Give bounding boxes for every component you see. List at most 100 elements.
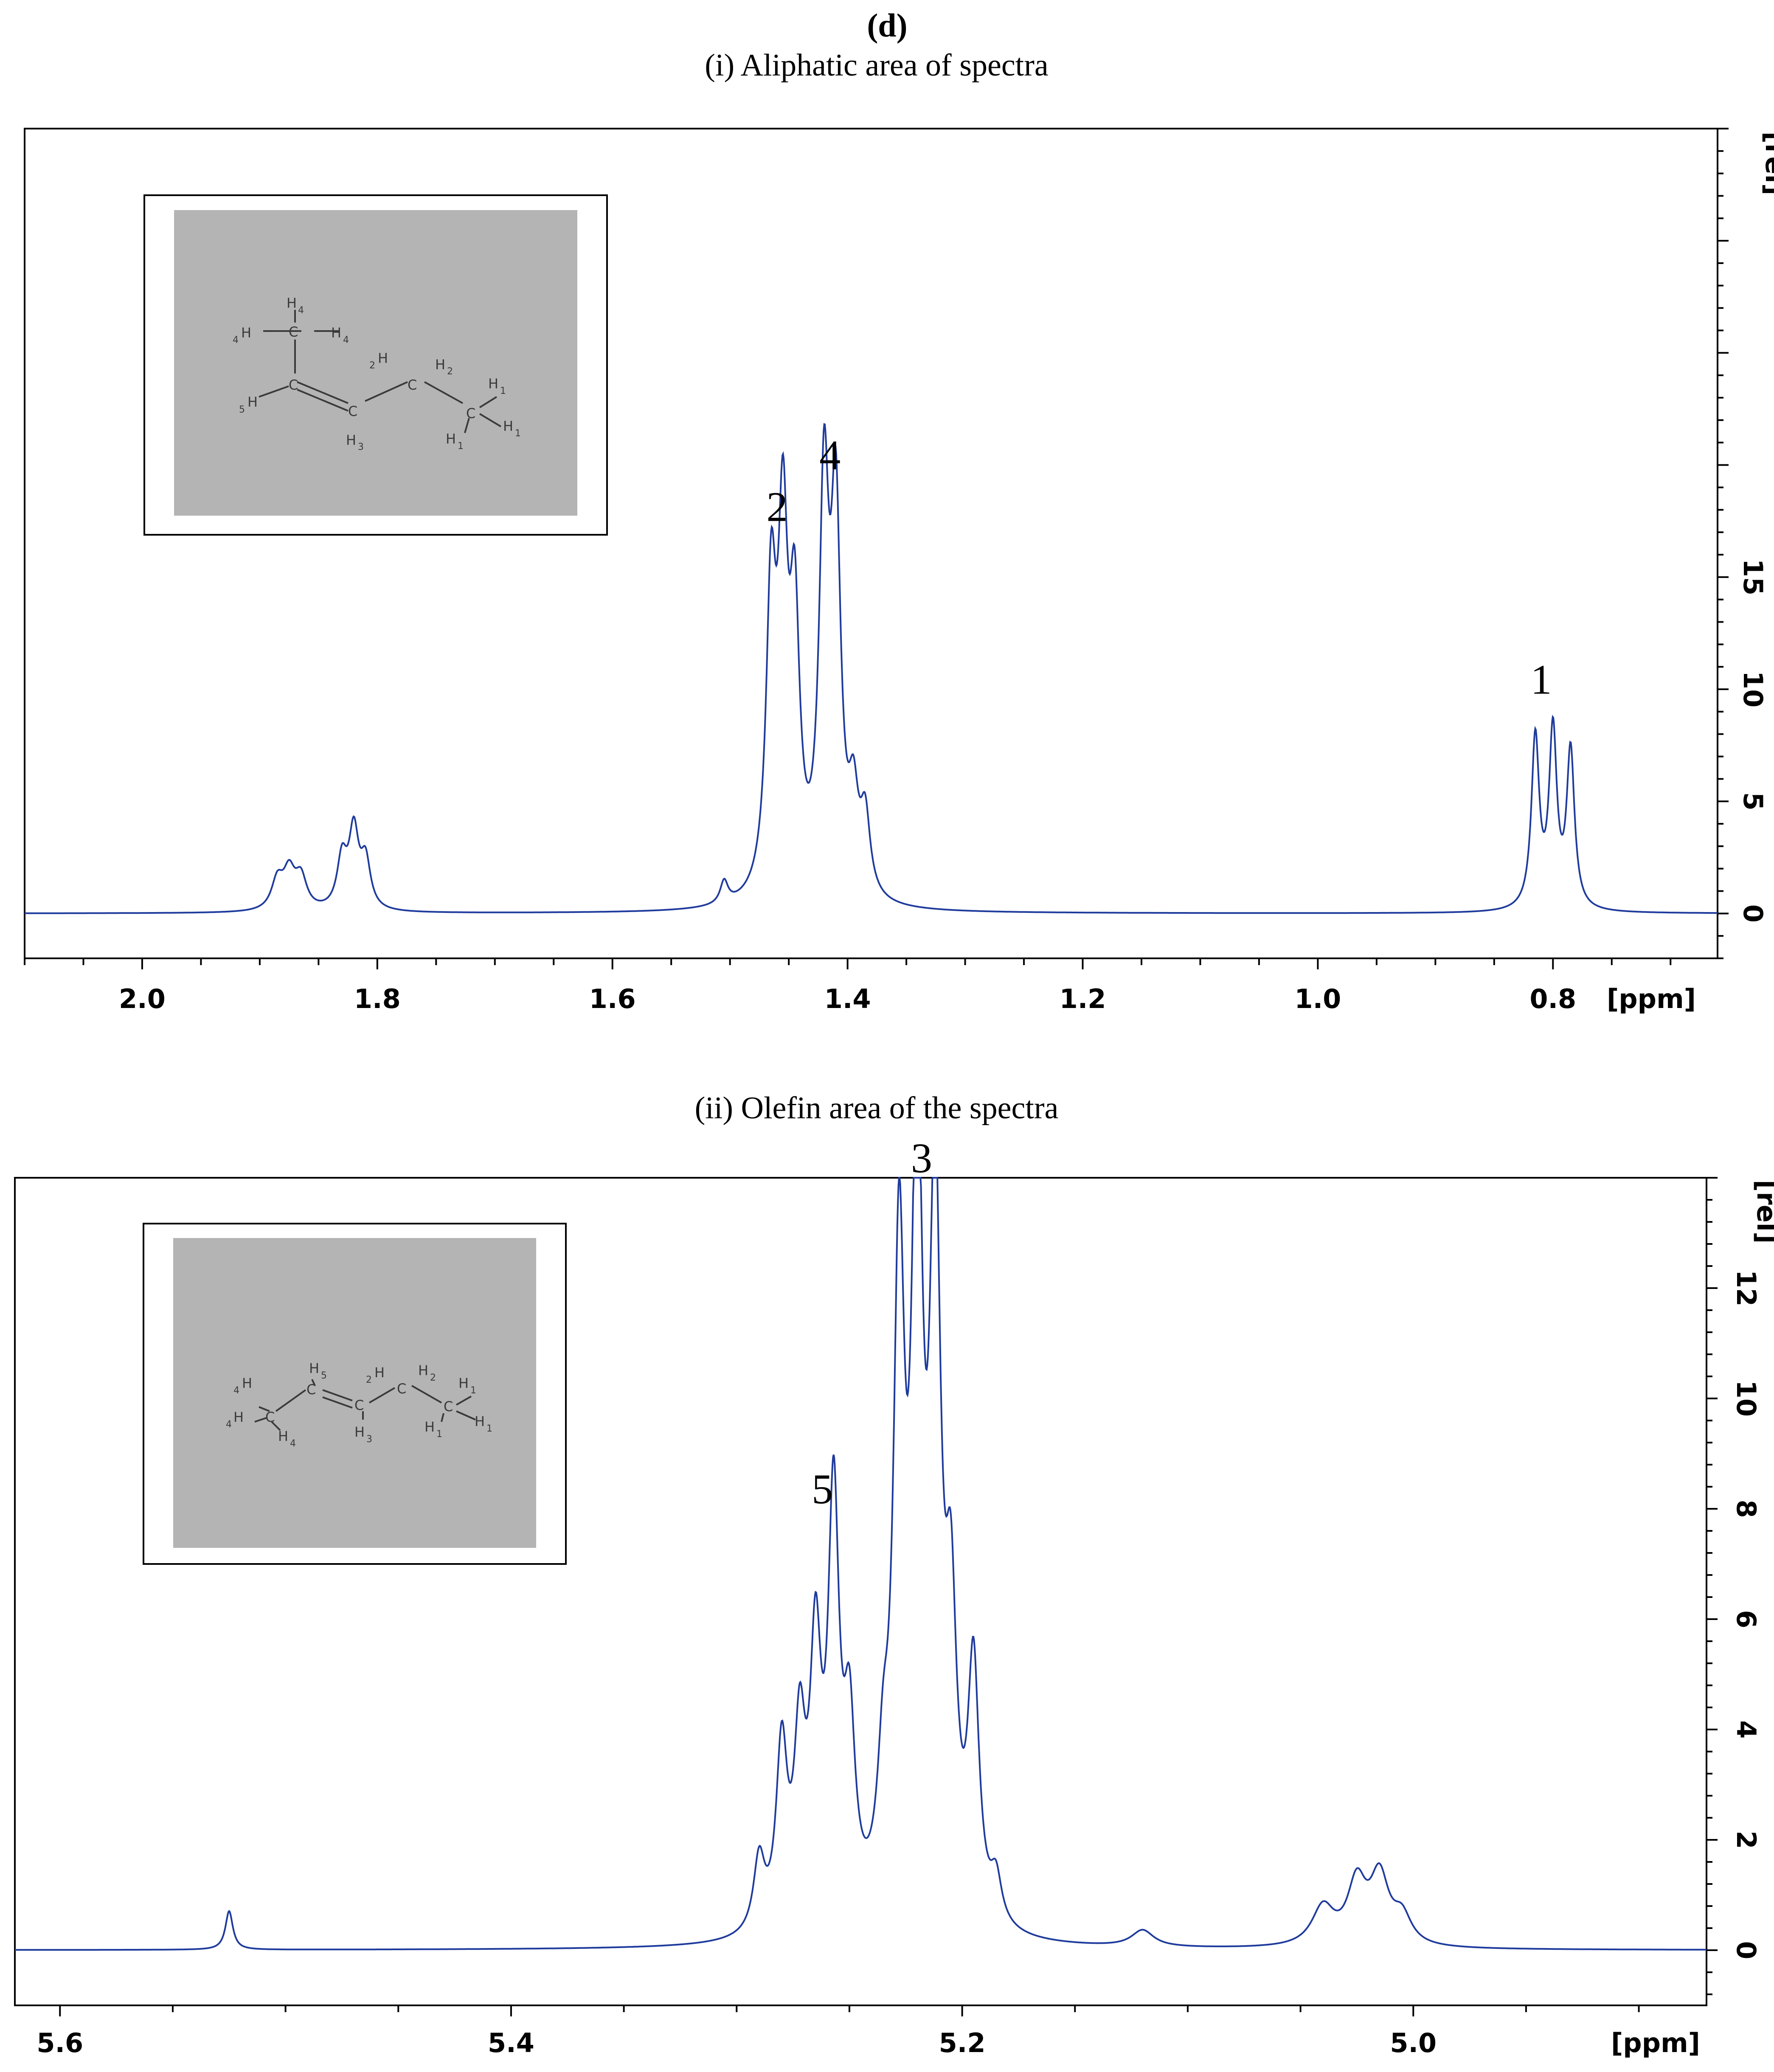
peak-label: 2 — [766, 483, 787, 531]
svg-text:4: 4 — [290, 1438, 296, 1449]
x-axis-unit-label: [ppm] — [1607, 983, 1696, 1014]
panel-title: (ii) Olefin area of the spectra — [695, 1091, 1059, 1126]
y-axis-unit-label: [rel] — [1760, 132, 1774, 196]
x-axis-unit-label: [ppm] — [1611, 2027, 1700, 2058]
svg-text:H: H — [247, 394, 258, 410]
molecule-structure-drawing: H 4 4 H C H 4 5 H C C H 3 2 H C H 2 C H — [233, 295, 521, 452]
svg-text:H: H — [378, 350, 388, 366]
y-tick-label: 0 — [1731, 1941, 1762, 1959]
molecule-inset: H 5 4 H C 4 H H 4 C C H 3 2 H C H 2 C H — [143, 1223, 567, 1565]
svg-text:H: H — [241, 325, 251, 341]
y-tick-label: 12 — [1731, 1270, 1762, 1306]
x-tick-label: 5.0 — [1390, 2027, 1437, 2058]
svg-text:C: C — [289, 324, 298, 340]
svg-text:3: 3 — [358, 442, 364, 452]
x-tick-label: 1.0 — [1294, 983, 1341, 1014]
panel-title: (i) Aliphatic area of spectra — [705, 48, 1048, 83]
svg-text:C: C — [348, 403, 357, 419]
molecule-structure-drawing: H 5 4 H C 4 H H 4 C C H 3 2 H C H 2 C H — [226, 1360, 492, 1449]
svg-text:H: H — [242, 1375, 252, 1391]
y-tick-label: 10 — [1737, 671, 1768, 708]
svg-text:H: H — [425, 1419, 435, 1435]
y-tick-label: 8 — [1731, 1499, 1762, 1518]
panel-aliphatic: (i) Aliphatic area of spectra 2.0 1.8 1.6 1… — [24, 48, 1774, 1014]
svg-text:H: H — [503, 418, 513, 434]
panel-letter: (d) — [867, 7, 907, 44]
svg-text:H: H — [346, 432, 356, 448]
y-tick-label: 10 — [1731, 1380, 1762, 1417]
y-tick-label: 0 — [1737, 904, 1768, 923]
svg-text:H: H — [354, 1424, 365, 1440]
x-axis: 2.0 1.8 1.6 1.4 1.2 1.0 0.8 — [24, 958, 1672, 1014]
x-tick-label: 0.8 — [1529, 983, 1576, 1014]
svg-text:H: H — [331, 325, 341, 341]
x-tick-label: 5.2 — [939, 2027, 986, 2058]
svg-text:H: H — [488, 376, 498, 392]
y-tick-label: 6 — [1731, 1610, 1762, 1628]
svg-text:C: C — [265, 1409, 275, 1425]
x-tick-label: 1.8 — [354, 983, 401, 1014]
svg-text:4: 4 — [233, 335, 239, 345]
y-axis: 0 5 10 15 — [1718, 128, 1768, 959]
x-tick-label: 5.4 — [488, 2027, 534, 2058]
svg-text:1: 1 — [458, 441, 464, 452]
svg-text:C: C — [289, 377, 298, 393]
svg-text:2: 2 — [366, 1375, 372, 1385]
x-tick-label: 2.0 — [119, 983, 166, 1014]
peak-annotations: 24 1 — [766, 432, 1552, 703]
panel-olefin: (ii) Olefin area of the spectra 5.6 5.4 5.… — [14, 1091, 1774, 2058]
svg-text:5: 5 — [321, 1370, 327, 1381]
svg-text:4: 4 — [343, 335, 349, 345]
x-tick-label: 1.6 — [589, 983, 636, 1014]
y-axis-unit-label: [rel] — [1751, 1180, 1774, 1244]
spectrum-line — [25, 423, 1718, 914]
svg-text:H: H — [278, 1428, 288, 1444]
peak-label: 5 — [812, 1466, 833, 1513]
svg-text:4: 4 — [233, 1385, 239, 1396]
svg-text:C: C — [354, 1397, 364, 1413]
x-tick-label: 1.4 — [824, 983, 871, 1014]
svg-text:2: 2 — [430, 1373, 436, 1383]
plot-frame — [24, 128, 1718, 959]
svg-text:C: C — [466, 405, 475, 421]
svg-text:2: 2 — [447, 366, 453, 377]
peak-label: 1 — [1531, 656, 1552, 703]
svg-text:4: 4 — [298, 305, 304, 316]
y-tick-label: 5 — [1737, 792, 1768, 811]
y-tick-label: 4 — [1731, 1720, 1762, 1738]
svg-text:H: H — [418, 1362, 428, 1379]
svg-text:H: H — [374, 1364, 385, 1381]
molecule-inset: H 4 4 H C H 4 5 H C C H 3 2 H C H 2 C H — [143, 194, 608, 536]
peak-annotations: 53 — [812, 1134, 932, 1513]
svg-text:4: 4 — [226, 1419, 232, 1430]
svg-text:C: C — [408, 377, 417, 393]
svg-text:5: 5 — [239, 404, 245, 415]
svg-text:H: H — [233, 1409, 244, 1425]
x-axis: 5.6 5.4 5.2 5.0 — [37, 2005, 1640, 2058]
svg-text:1: 1 — [515, 428, 521, 439]
svg-text:1: 1 — [436, 1429, 442, 1440]
peak-label: 3 — [911, 1134, 932, 1182]
svg-text:2: 2 — [369, 360, 375, 371]
y-axis: 0 2 4 6 8 10 12 — [1707, 1177, 1762, 1995]
svg-text:1: 1 — [500, 386, 506, 396]
svg-text:H: H — [458, 1375, 469, 1391]
svg-text:H: H — [287, 295, 297, 311]
x-tick-label: 1.2 — [1060, 983, 1106, 1014]
spectrum-line — [15, 1177, 1707, 1951]
svg-text:1: 1 — [470, 1385, 476, 1396]
plot-frame — [14, 1177, 1707, 2006]
svg-text:C: C — [306, 1381, 316, 1398]
x-tick-label: 5.6 — [37, 2027, 83, 2058]
y-tick-label: 15 — [1737, 559, 1768, 595]
svg-text:1: 1 — [486, 1423, 492, 1434]
svg-text:H: H — [435, 357, 445, 373]
svg-text:3: 3 — [366, 1434, 372, 1445]
svg-text:H: H — [309, 1360, 319, 1376]
svg-text:C: C — [397, 1381, 406, 1397]
svg-text:H: H — [446, 431, 456, 447]
svg-text:H: H — [475, 1413, 485, 1429]
svg-text:C: C — [444, 1398, 453, 1415]
y-tick-label: 2 — [1731, 1831, 1762, 1849]
